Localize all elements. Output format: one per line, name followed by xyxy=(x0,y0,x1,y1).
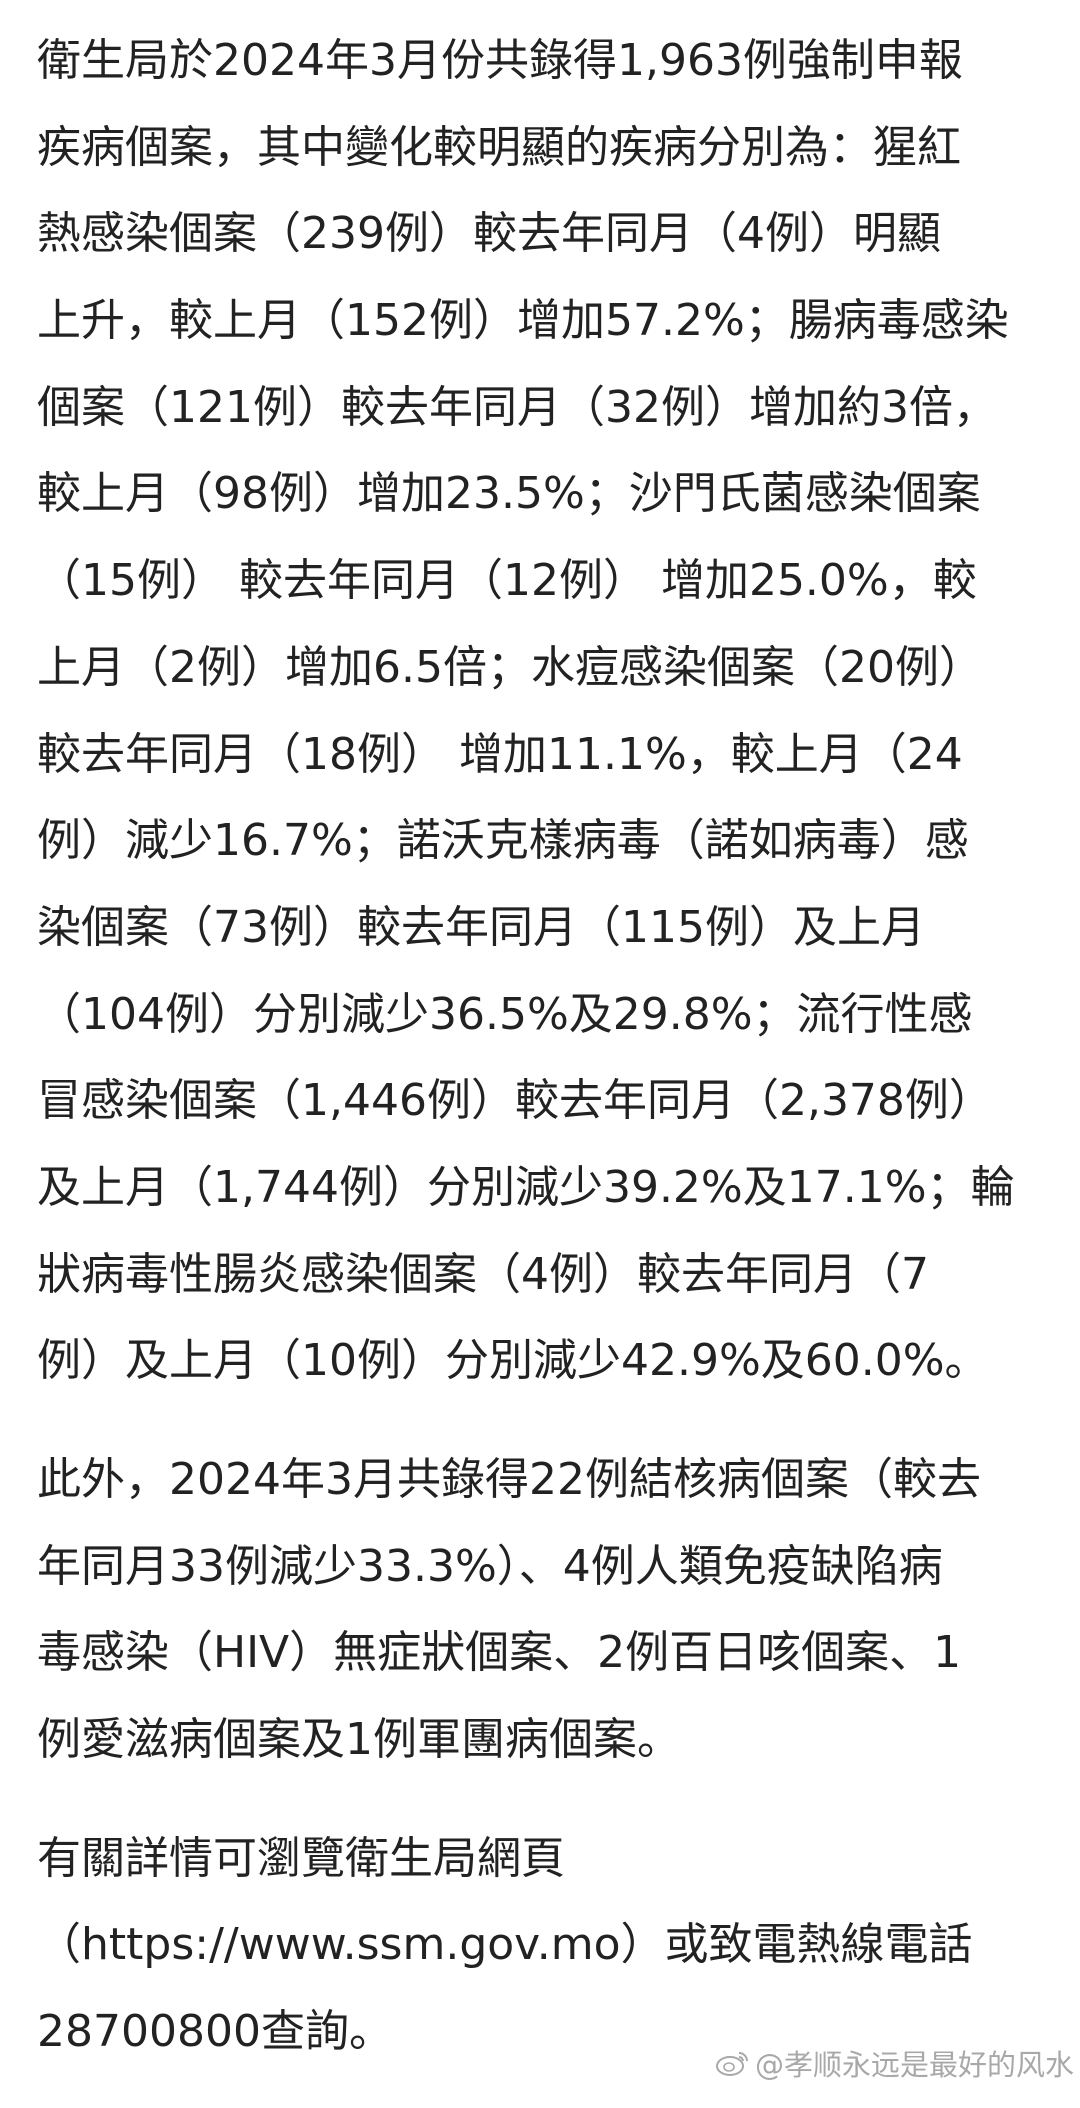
paragraph-contact-info: 有關詳情可瀏覽衛生局網頁 （https://www.ssm.gov.mo）或致電… xyxy=(37,1816,1060,2076)
text-line: 有關詳情可瀏覽衛生局網頁 xyxy=(37,1832,565,1884)
text-line: 毒感染（HIV）無症狀個案、2例百日咳個案、1 xyxy=(37,1627,962,1679)
text-line: 上升，較上月（152例）增加57.2%；腸病毒感染 xyxy=(37,295,1009,347)
text-line: 疾病個案，其中變化較明顯的疾病分別為：猩紅 xyxy=(37,121,961,173)
paragraph-other-cases: 此外，2024年3月共錄得22例結核病個案（較去 年同月33例減少33.3%）、… xyxy=(37,1437,1060,1784)
text-line-with-url: （https://www.ssm.gov.mo）或致電熱線電話 xyxy=(37,1919,973,1971)
article-body: 衛生局於2024年3月份共錄得1,963例強制申報 疾病個案，其中變化較明顯的疾… xyxy=(37,18,1060,2108)
text-line: （104例）分別減少36.5%及29.8%；流行性感 xyxy=(37,988,973,1040)
watermark-text: @孝顺永远是最好的风水 xyxy=(754,2048,1074,2082)
weibo-logo-icon xyxy=(715,2052,748,2076)
text-line: 上月（2例）增加6.5倍；水痘感染個案（20例） xyxy=(37,641,983,693)
text-line: 冒感染個案（1,446例）較去年同月（2,378例） xyxy=(37,1075,993,1127)
text-line: 狀病毒性腸炎感染個案（4例）較去年同月（7 xyxy=(37,1248,929,1300)
paragraph-disease-statistics: 衛生局於2024年3月份共錄得1,963例強制申報 疾病個案，其中變化較明顯的疾… xyxy=(37,18,1060,1405)
text-line: （15例） 較去年同月（12例） 增加25.0%，較 xyxy=(37,555,977,607)
text-line: 衛生局於2024年3月份共錄得1,963例強制申報 xyxy=(37,35,963,86)
text-line: 此外，2024年3月共錄得22例結核病個案（較去 xyxy=(37,1454,981,1505)
watermark: @孝顺永远是最好的风水 xyxy=(715,2042,1074,2084)
text-line: 例）及上月（10例）分別減少42.9%及60.0%。 xyxy=(37,1335,989,1387)
text-line: 及上月（1,744例）分別減少39.2%及17.1%；輪 xyxy=(37,1161,1015,1213)
text-line: 28700800查詢。 xyxy=(37,2006,393,2058)
text-line: 熱感染個案（239例）較去年同月（4例）明顯 xyxy=(37,208,941,260)
text-line: 個案（121例）較去年同月（32例）增加約3倍， xyxy=(37,381,997,433)
text-line: 較上月（98例）增加23.5%；沙門氏菌感染個案 xyxy=(37,468,981,520)
text-line: 例愛滋病個案及1例軍團病個案。 xyxy=(37,1714,681,1766)
text-line: 染個案（73例）較去年同月（115例）及上月 xyxy=(37,901,925,953)
text-line: 例）減少16.7%；諾沃克樣病毒（諾如病毒）感 xyxy=(37,815,969,867)
text-line: 年同月33例減少33.3%）、4例人類免疫缺陷病 xyxy=(37,1540,943,1592)
text-line: 較去年同月（18例） 增加11.1%，較上月（24 xyxy=(37,728,963,780)
